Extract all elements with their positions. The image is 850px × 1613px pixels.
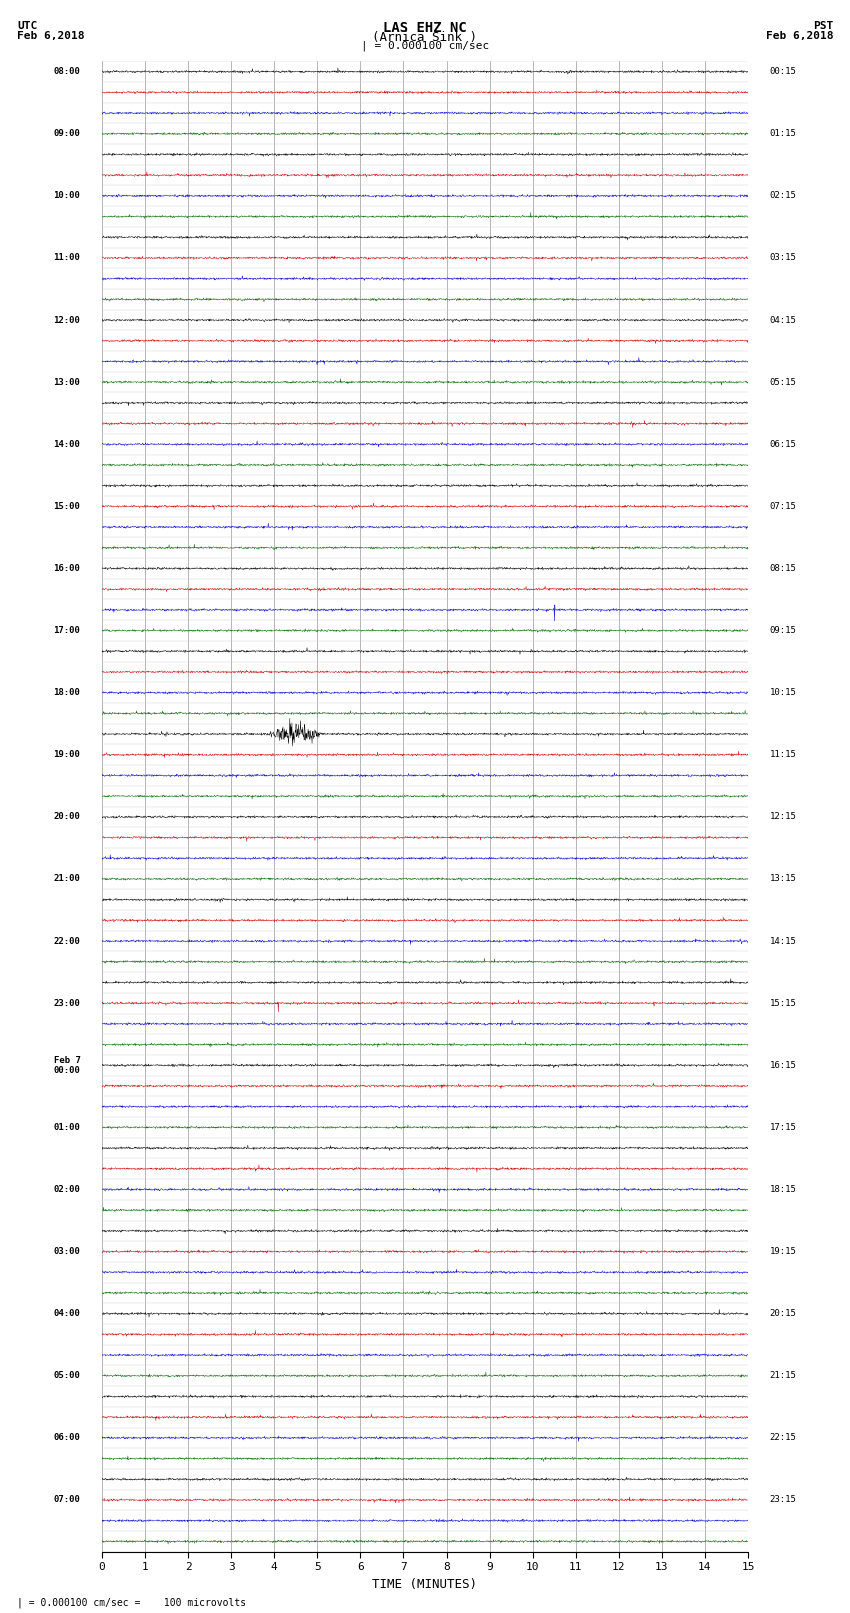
Text: 12:00: 12:00 bbox=[54, 316, 81, 324]
Text: Feb 6,2018: Feb 6,2018 bbox=[766, 31, 833, 40]
Text: PST: PST bbox=[813, 21, 833, 31]
Text: 04:15: 04:15 bbox=[769, 316, 796, 324]
Text: 09:15: 09:15 bbox=[769, 626, 796, 636]
Text: 21:15: 21:15 bbox=[769, 1371, 796, 1381]
Text: 02:15: 02:15 bbox=[769, 192, 796, 200]
Text: 04:00: 04:00 bbox=[54, 1310, 81, 1318]
Text: 20:15: 20:15 bbox=[769, 1310, 796, 1318]
Text: 03:00: 03:00 bbox=[54, 1247, 81, 1257]
Text: 14:00: 14:00 bbox=[54, 440, 81, 448]
Text: 02:00: 02:00 bbox=[54, 1186, 81, 1194]
Text: 15:15: 15:15 bbox=[769, 998, 796, 1008]
Text: 08:15: 08:15 bbox=[769, 565, 796, 573]
Text: 07:00: 07:00 bbox=[54, 1495, 81, 1505]
Text: 14:15: 14:15 bbox=[769, 937, 796, 945]
Text: 20:00: 20:00 bbox=[54, 813, 81, 821]
Text: 11:15: 11:15 bbox=[769, 750, 796, 760]
Text: 12:15: 12:15 bbox=[769, 813, 796, 821]
Text: 22:15: 22:15 bbox=[769, 1434, 796, 1442]
Text: 05:15: 05:15 bbox=[769, 377, 796, 387]
Text: 22:00: 22:00 bbox=[54, 937, 81, 945]
Text: Feb 7
00:00: Feb 7 00:00 bbox=[54, 1055, 81, 1074]
Text: (Arnica Sink ): (Arnica Sink ) bbox=[372, 31, 478, 44]
Text: LAS EHZ NC: LAS EHZ NC bbox=[383, 21, 467, 35]
Text: 13:00: 13:00 bbox=[54, 377, 81, 387]
Text: 01:15: 01:15 bbox=[769, 129, 796, 139]
Text: 08:00: 08:00 bbox=[54, 68, 81, 76]
Text: UTC: UTC bbox=[17, 21, 37, 31]
Text: 05:00: 05:00 bbox=[54, 1371, 81, 1381]
Text: 00:15: 00:15 bbox=[769, 68, 796, 76]
Text: | = 0.000100 cm/sec: | = 0.000100 cm/sec bbox=[361, 40, 489, 52]
Text: 23:00: 23:00 bbox=[54, 998, 81, 1008]
Text: 17:15: 17:15 bbox=[769, 1123, 796, 1132]
X-axis label: TIME (MINUTES): TIME (MINUTES) bbox=[372, 1578, 478, 1590]
Text: 06:00: 06:00 bbox=[54, 1434, 81, 1442]
Text: 19:15: 19:15 bbox=[769, 1247, 796, 1257]
Text: 16:00: 16:00 bbox=[54, 565, 81, 573]
Text: 11:00: 11:00 bbox=[54, 253, 81, 263]
Text: 09:00: 09:00 bbox=[54, 129, 81, 139]
Text: 07:15: 07:15 bbox=[769, 502, 796, 511]
Text: 15:00: 15:00 bbox=[54, 502, 81, 511]
Text: 13:15: 13:15 bbox=[769, 874, 796, 884]
Text: Feb 6,2018: Feb 6,2018 bbox=[17, 31, 84, 40]
Text: 21:00: 21:00 bbox=[54, 874, 81, 884]
Text: 06:15: 06:15 bbox=[769, 440, 796, 448]
Text: 18:00: 18:00 bbox=[54, 689, 81, 697]
Text: 10:00: 10:00 bbox=[54, 192, 81, 200]
Text: 16:15: 16:15 bbox=[769, 1061, 796, 1069]
Text: | = 0.000100 cm/sec =    100 microvolts: | = 0.000100 cm/sec = 100 microvolts bbox=[17, 1597, 246, 1608]
Text: 18:15: 18:15 bbox=[769, 1186, 796, 1194]
Text: 01:00: 01:00 bbox=[54, 1123, 81, 1132]
Text: 10:15: 10:15 bbox=[769, 689, 796, 697]
Text: 17:00: 17:00 bbox=[54, 626, 81, 636]
Text: 19:00: 19:00 bbox=[54, 750, 81, 760]
Text: 03:15: 03:15 bbox=[769, 253, 796, 263]
Text: 23:15: 23:15 bbox=[769, 1495, 796, 1505]
